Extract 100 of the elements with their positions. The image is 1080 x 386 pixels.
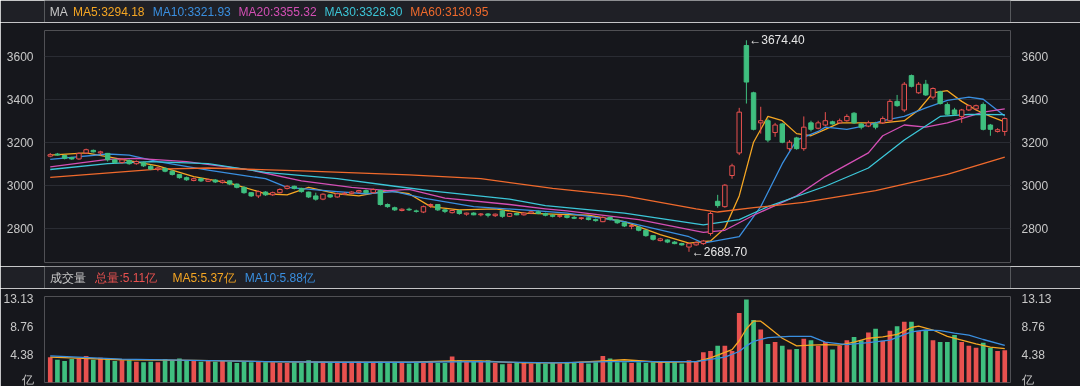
bar	[471, 361, 477, 383]
bar	[758, 329, 764, 383]
y2-tick-label: 3600	[1021, 49, 1049, 64]
bar	[169, 360, 175, 383]
bar	[148, 361, 154, 383]
bar	[141, 362, 146, 383]
bar	[299, 362, 304, 383]
candlestick	[707, 211, 714, 237]
bar	[830, 349, 835, 383]
bar	[736, 312, 742, 383]
chart-title: MA	[49, 4, 68, 19]
bar	[47, 357, 53, 383]
bar	[744, 299, 749, 383]
bar	[313, 361, 319, 383]
bar	[916, 331, 921, 383]
bar	[456, 360, 462, 383]
bar	[794, 348, 799, 383]
bar	[657, 362, 663, 383]
text: MA5:3294.18	[73, 4, 145, 19]
bar	[184, 360, 189, 383]
bar	[823, 342, 828, 383]
bar	[672, 362, 677, 383]
text: MA10:5.88亿	[244, 270, 315, 285]
bar	[557, 363, 563, 383]
y-tick-label: 4.38	[10, 347, 34, 362]
bar	[988, 347, 993, 383]
y2-tick-label: 4.38	[1021, 347, 1046, 362]
y2-tick-label: 13.13	[1021, 292, 1052, 307]
bar	[535, 362, 541, 383]
y-tick-label: 2800	[6, 221, 34, 236]
bar	[514, 362, 520, 383]
y-tick-label: 3200	[6, 135, 34, 150]
y-tick-label: 3400	[6, 92, 34, 107]
bar	[334, 361, 340, 383]
candlestick	[765, 118, 771, 143]
bar	[622, 362, 627, 383]
y2-tick-label: 2800	[1021, 221, 1049, 236]
bar	[378, 361, 383, 383]
bar	[614, 362, 620, 383]
bar	[349, 362, 354, 383]
bar	[500, 364, 505, 383]
bar	[837, 345, 843, 383]
bar	[679, 363, 685, 383]
bar	[959, 342, 965, 383]
bar	[858, 340, 864, 383]
bar	[701, 352, 706, 383]
text: 总量:5.11亿	[94, 270, 158, 285]
y2-tick-label: 3400	[1021, 92, 1049, 107]
bar	[866, 332, 871, 383]
text: MA30:3328.30	[324, 4, 403, 19]
bar	[550, 362, 555, 383]
bar	[873, 328, 878, 383]
bar	[370, 362, 376, 383]
bar	[291, 362, 297, 383]
candlestick	[894, 94, 900, 108]
y-tick-label: 3600	[6, 49, 34, 64]
bar	[952, 335, 957, 383]
bar	[263, 362, 268, 383]
bar	[69, 359, 75, 383]
bar	[593, 362, 599, 383]
bar	[464, 361, 469, 383]
bar	[421, 362, 426, 383]
text: MA60:3130.95	[410, 4, 489, 19]
bar	[306, 360, 311, 383]
bar	[779, 345, 785, 383]
text: MA5:5.37亿	[172, 270, 236, 285]
bar	[392, 362, 398, 383]
bar	[909, 321, 914, 383]
bar	[787, 349, 792, 383]
bar	[55, 359, 60, 383]
bar	[578, 361, 584, 383]
bar	[248, 362, 254, 383]
bar	[980, 342, 986, 383]
bar	[220, 361, 225, 383]
bar	[270, 362, 276, 383]
bar	[715, 345, 721, 383]
bar	[177, 358, 182, 383]
bar	[134, 361, 139, 383]
bar	[227, 361, 232, 383]
bar	[342, 362, 347, 383]
bar	[90, 359, 96, 383]
bar	[507, 363, 512, 383]
y-tick-label: 13.13	[3, 292, 34, 307]
bar	[105, 359, 110, 383]
y-tick-label: 亿	[20, 372, 34, 386]
candlestick	[758, 106, 764, 135]
text: MA20:3355.32	[238, 4, 317, 19]
candlestick	[801, 115, 807, 152]
candlestick	[722, 183, 728, 209]
bar	[435, 362, 441, 383]
line-series	[49, 329, 1006, 364]
annotation: ←2689.70	[691, 244, 748, 259]
bar	[708, 350, 713, 383]
chart-title: 成交量	[49, 270, 86, 285]
bar	[629, 362, 634, 383]
bar	[995, 350, 1000, 383]
bar	[751, 319, 756, 383]
bar	[385, 362, 390, 383]
line-series	[49, 156, 1006, 213]
bar	[801, 338, 807, 383]
